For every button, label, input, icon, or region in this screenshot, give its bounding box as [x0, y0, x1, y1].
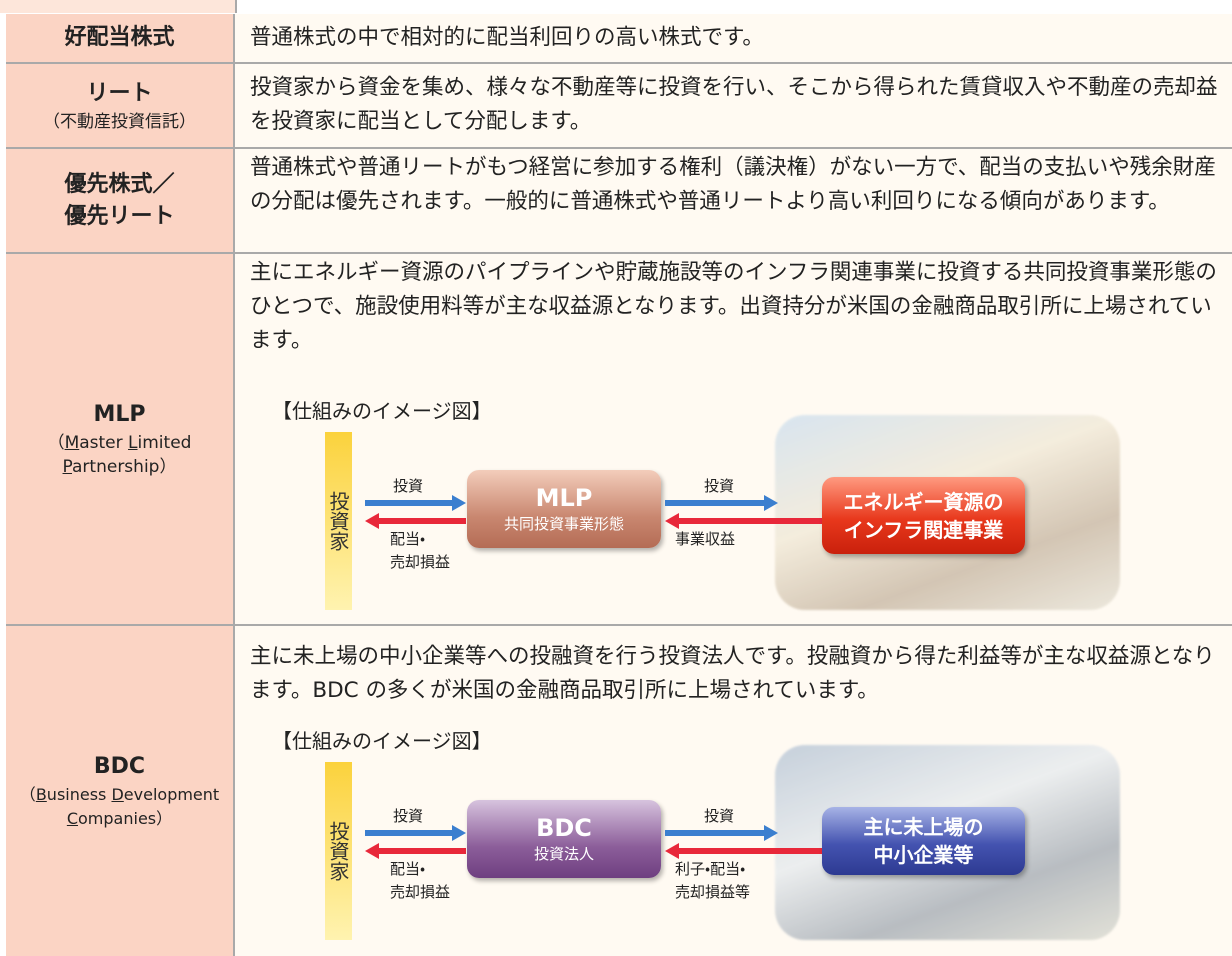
note-part: D: [111, 785, 124, 804]
description: 投資家から資金を集め、様々な不動産等に投資を行い、そこから得られた賃貸収入や不動…: [250, 75, 1218, 134]
label: 売却損益: [390, 883, 451, 901]
center-box: MLP 共同投資事業形態: [467, 470, 661, 548]
target-box: エネルギー資源の インフラ関連事業: [822, 477, 1025, 554]
term: 好配当株式: [64, 25, 175, 50]
term-cell: 優先株式／ 優先リート: [6, 149, 235, 252]
note-part: C: [66, 809, 79, 828]
label: 配当・: [390, 530, 426, 548]
term-cell: リート （不動産投資信託）: [6, 64, 235, 147]
term-note: （不動産投資信託）: [43, 111, 196, 132]
row-border: [6, 147, 1232, 149]
center-box: BDC 投資法人: [467, 800, 661, 878]
term-note: （Master Limited Partnership）: [48, 431, 192, 479]
note-part: L: [128, 433, 138, 453]
target-line: 主に未上場の: [863, 815, 984, 839]
term: 優先株式／: [64, 171, 175, 197]
term-note: （Business Development Companies）: [20, 783, 219, 831]
target-box: 主に未上場の 中小企業等: [822, 807, 1025, 875]
label: 投資: [704, 477, 735, 495]
note-part: aster: [79, 433, 129, 453]
term: リート: [86, 80, 153, 106]
term: 優先リート: [64, 203, 175, 229]
arrow: [365, 495, 466, 511]
investor: 投資家: [325, 762, 352, 940]
desc-cell: 普通株式や普通リートがもつ経営に参加する権利（議決権）がない一方で、配当の支払い…: [235, 149, 1232, 252]
description: 主にエネルギー資源のパイプラインや貯蔵施設等のインフラ関連事業に投資する共同投資…: [250, 260, 1217, 353]
target-line: インフラ関連事業: [843, 517, 1004, 542]
note-part: ompanies）: [78, 809, 173, 828]
note-part: （: [47, 433, 65, 453]
arrow: [665, 843, 862, 859]
term: MLP: [93, 402, 146, 427]
description: 普通株式の中で相対的に配当利回りの高い株式です。: [250, 25, 764, 50]
description: 主に未上場の中小企業等への投融資を行う投資法人です。投融資から得た利益等が主な収…: [250, 644, 1215, 703]
term-cell: 好配当株式: [6, 14, 235, 62]
note-part: B: [35, 785, 47, 804]
note-part: evelopment: [123, 785, 220, 804]
arrow: [365, 843, 466, 859]
center-sub: 投資法人: [533, 845, 594, 863]
term: BDC: [93, 754, 146, 779]
diagram-title: 【仕組みのイメージ図】: [272, 399, 492, 423]
note-part: imited: [137, 433, 192, 453]
label: 投資: [393, 477, 424, 495]
arrow: [665, 513, 862, 529]
diagram-title: 【仕組みのイメージ図】: [272, 729, 492, 753]
center-title: BDC: [536, 814, 592, 842]
arrow: [665, 495, 778, 511]
investor: 投資家: [325, 432, 352, 610]
center-title: MLP: [535, 484, 593, 512]
note-part: usiness: [46, 785, 112, 804]
label: 配当・: [390, 860, 426, 878]
label: 売却損益: [390, 553, 451, 571]
description: 普通株式や普通リートがもつ経営に参加する権利（議決権）がない一方で、配当の支払い…: [250, 155, 1216, 214]
row-border: [6, 252, 1232, 254]
label: 投資: [393, 807, 424, 825]
arrow: [665, 825, 778, 841]
arrow: [365, 513, 466, 529]
target-line: 中小企業等: [873, 843, 974, 867]
note-part: M: [64, 433, 80, 453]
desc-cell: 普通株式の中で相対的に配当利回りの高い株式です。: [235, 14, 1232, 62]
term-cell: MLP （Master Limited Partnership）: [6, 254, 235, 624]
label: 投資: [704, 807, 735, 825]
label: 利子・配当・: [675, 860, 746, 878]
row-border: [6, 62, 1232, 64]
row-border: [6, 624, 1232, 626]
note-part: P: [62, 457, 73, 477]
label: 事業収益: [675, 530, 736, 548]
top-tab: [0, 0, 237, 13]
note-part: （: [19, 785, 36, 804]
arrow: [365, 825, 466, 841]
target-line: エネルギー資源の: [843, 489, 1004, 514]
desc-cell: 投資家から資金を集め、様々な不動産等に投資を行い、そこから得られた賃貸収入や不動…: [235, 64, 1232, 147]
note-part: artnership）: [72, 457, 177, 477]
term-cell: BDC （Business Development Companies）: [6, 626, 235, 956]
center-sub: 共同投資事業形態: [503, 515, 624, 533]
label: 売却損益等: [675, 883, 751, 901]
